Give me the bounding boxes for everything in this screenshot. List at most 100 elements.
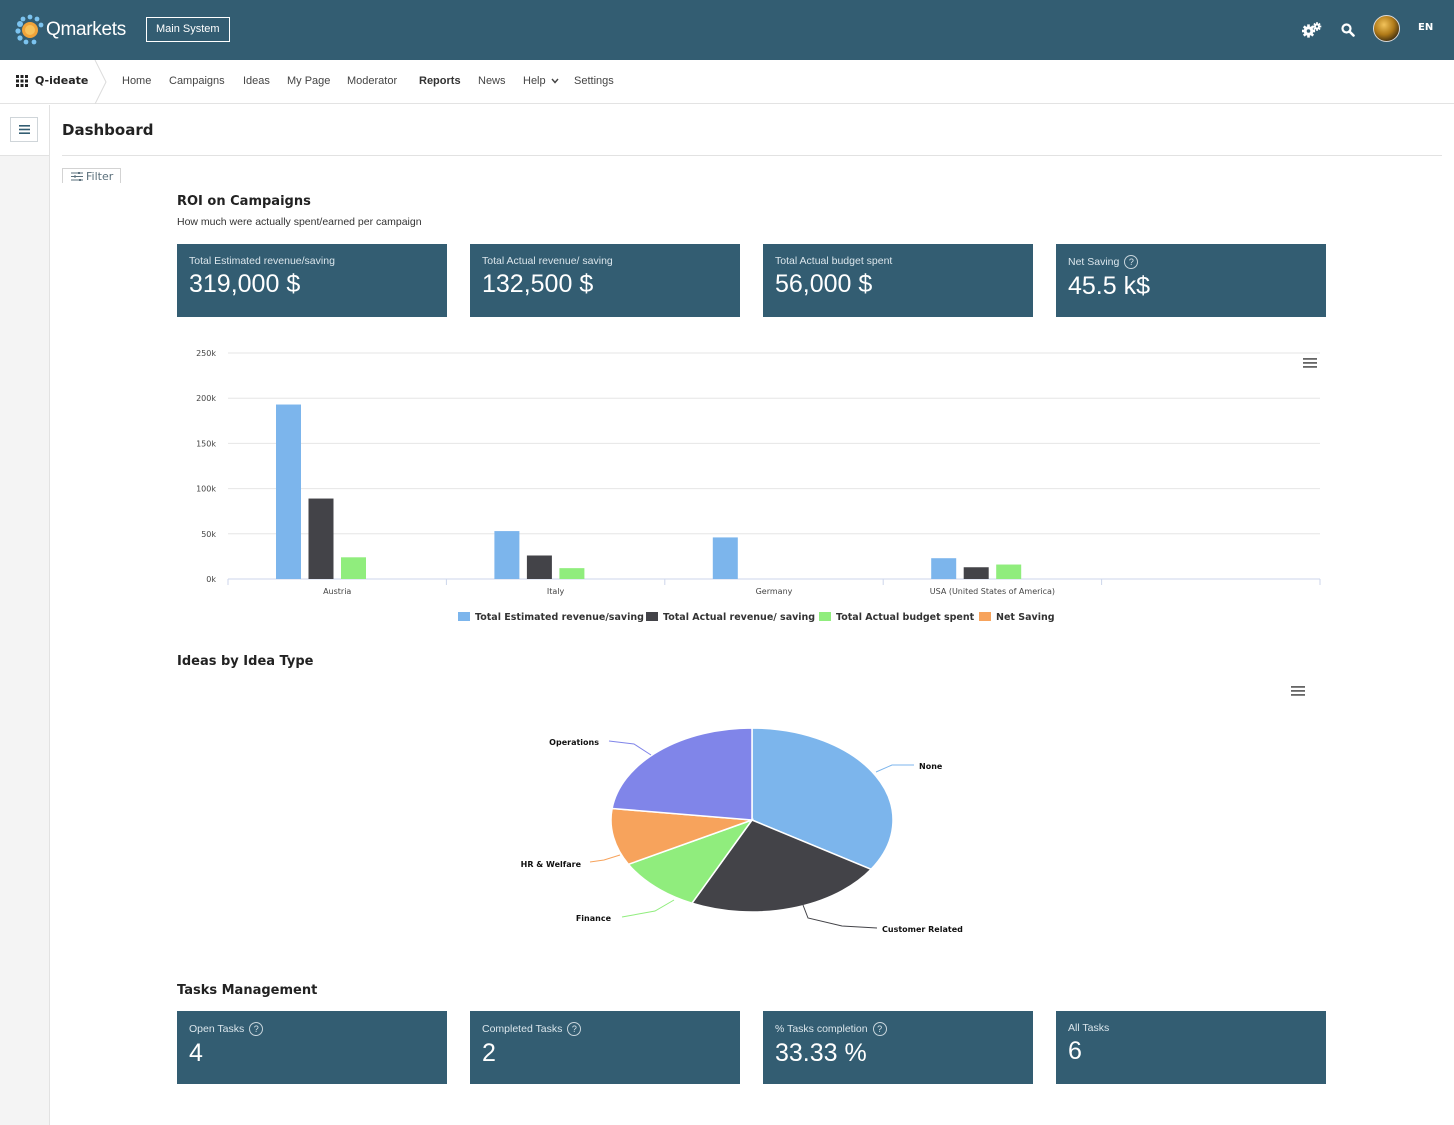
nav-campaigns[interactable]: Campaigns [169, 75, 225, 87]
kpi-completed-tasks: Completed Tasks? 2 [470, 1011, 740, 1084]
top-bar: Qmarkets Main System [0, 0, 1454, 60]
qmarkets-logo[interactable]: Qmarkets [14, 14, 126, 46]
bar [276, 404, 301, 579]
app-name-label: Q-ideate [35, 74, 89, 87]
y-tick-label: 150k [196, 439, 216, 448]
nav-home[interactable]: Home [122, 75, 152, 87]
roi-section-title: ROI on Campaigns [177, 194, 311, 209]
pie-chart-menu-icon[interactable] [1291, 685, 1305, 697]
settings-gears-icon[interactable] [1298, 16, 1326, 44]
pie-slice [751, 727, 894, 871]
language-selector[interactable]: EN [1418, 22, 1434, 33]
kpi-tasks-completion: % Tasks completion? 33.33 % [763, 1011, 1033, 1084]
bar [996, 564, 1022, 579]
legend-swatch [458, 612, 470, 621]
kpi-value: 33.33 % [775, 1039, 867, 1067]
pie-connector [802, 904, 878, 929]
legend-swatch [819, 612, 831, 621]
bar [931, 558, 957, 579]
kpi-label: Total Actual budget spent [775, 255, 893, 267]
kpi-label: Total Estimated revenue/saving [189, 255, 335, 267]
x-tick-label: Italy [547, 587, 565, 596]
kpi-net-saving: Net Saving? 45.5 k$ [1056, 244, 1326, 317]
kpi-label: Open Tasks [189, 1023, 245, 1035]
legend-item-label: Total Actual budget spent [836, 612, 975, 623]
pie-connector [608, 740, 652, 756]
pie-slice-label: Operations [549, 738, 599, 747]
nav-news[interactable]: News [478, 75, 506, 87]
search-icon[interactable] [1334, 16, 1362, 44]
chevron-down-icon [551, 78, 559, 84]
x-tick-label: Austria [323, 587, 351, 596]
nav-moderator[interactable]: Moderator [347, 75, 398, 87]
logo-text: Qmarkets [46, 19, 126, 40]
ideas-section-title: Ideas by Idea Type [177, 654, 314, 669]
main-system-button[interactable]: Main System [146, 17, 230, 42]
nav-reports[interactable]: Reports [419, 75, 461, 87]
apps-grid-icon [16, 74, 28, 87]
y-tick-label: 50k [201, 530, 216, 539]
kpi-value: 45.5 k$ [1068, 272, 1151, 300]
page-title: Dashboard [62, 121, 154, 139]
legend-swatch [646, 612, 658, 621]
x-tick-label: Germany [756, 587, 793, 596]
pie-slice-label: None [919, 762, 943, 771]
y-tick-label: 250k [196, 349, 216, 358]
kpi-label: % Tasks completion [775, 1023, 868, 1035]
sidebar-toggle-button[interactable] [10, 117, 38, 142]
bar [308, 498, 334, 579]
user-avatar[interactable] [1373, 15, 1400, 42]
nav-help-label: Help [523, 75, 546, 87]
y-tick-label: 200k [196, 394, 216, 403]
kpi-value: 6 [1068, 1037, 1082, 1065]
pie-slice [690, 819, 873, 913]
y-tick-label: 0k [206, 575, 216, 584]
pie-connector [621, 899, 675, 918]
sidebar-header [0, 105, 49, 156]
filter-button[interactable]: Filter [62, 168, 121, 183]
x-tick-label: USA (United States of America) [930, 587, 1055, 596]
legend-item-label: Total Actual revenue/ saving [663, 612, 815, 623]
y-tick-label: 100k [196, 485, 216, 494]
left-sidebar [0, 105, 50, 1125]
help-icon[interactable]: ? [567, 1022, 582, 1036]
chart-menu-icon[interactable] [1303, 357, 1317, 369]
legend-swatch [979, 612, 991, 621]
kpi-label: All Tasks [1068, 1022, 1110, 1034]
pie-slice [627, 818, 755, 905]
kpi-total-budget-spent: Total Actual budget spent 56,000 $ [763, 244, 1033, 317]
app-switcher[interactable]: Q-ideate [16, 74, 88, 87]
bar [341, 557, 366, 579]
pie-slice [611, 727, 753, 821]
legend-item-label: Net Saving [996, 612, 1055, 623]
kpi-label: Completed Tasks [482, 1023, 563, 1035]
nav-help[interactable]: Help [523, 75, 559, 87]
kpi-value: 319,000 $ [189, 270, 301, 298]
help-icon[interactable]: ? [249, 1022, 264, 1036]
roi-section-subtitle: How much were actually spent/earned per … [177, 216, 422, 228]
kpi-total-estimated: Total Estimated revenue/saving 319,000 $ [177, 244, 447, 317]
hamburger-icon [18, 125, 30, 134]
kpi-value: 132,500 $ [482, 270, 594, 298]
kpi-label: Total Actual revenue/ saving [482, 255, 613, 267]
nav-my-page[interactable]: My Page [287, 75, 331, 87]
main-navigation: Q-ideate Home Campaigns Ideas My Page Mo… [0, 60, 1454, 104]
breadcrumb-separator [94, 60, 107, 104]
help-icon[interactable]: ? [872, 1022, 887, 1036]
pie-slice-label: Finance [576, 914, 612, 923]
legend-item-label: Total Estimated revenue/saving [475, 612, 644, 623]
help-icon[interactable]: ? [1124, 255, 1139, 269]
bar [526, 555, 552, 579]
bar [712, 537, 738, 579]
title-divider [62, 155, 1442, 156]
kpi-label: Net Saving [1068, 256, 1120, 268]
ideas-pie-chart: None Customer Related Finance HR & Welfare O… [521, 727, 963, 934]
filter-sliders-icon [71, 171, 83, 181]
pie-connector [875, 764, 914, 773]
kpi-value: 2 [482, 1039, 496, 1067]
logo-mark-icon [15, 14, 44, 45]
nav-settings[interactable]: Settings [574, 75, 614, 87]
kpi-total-actual-revenue: Total Actual revenue/ saving 132,500 $ [470, 244, 740, 317]
nav-ideas[interactable]: Ideas [243, 75, 270, 87]
bar [963, 567, 989, 579]
